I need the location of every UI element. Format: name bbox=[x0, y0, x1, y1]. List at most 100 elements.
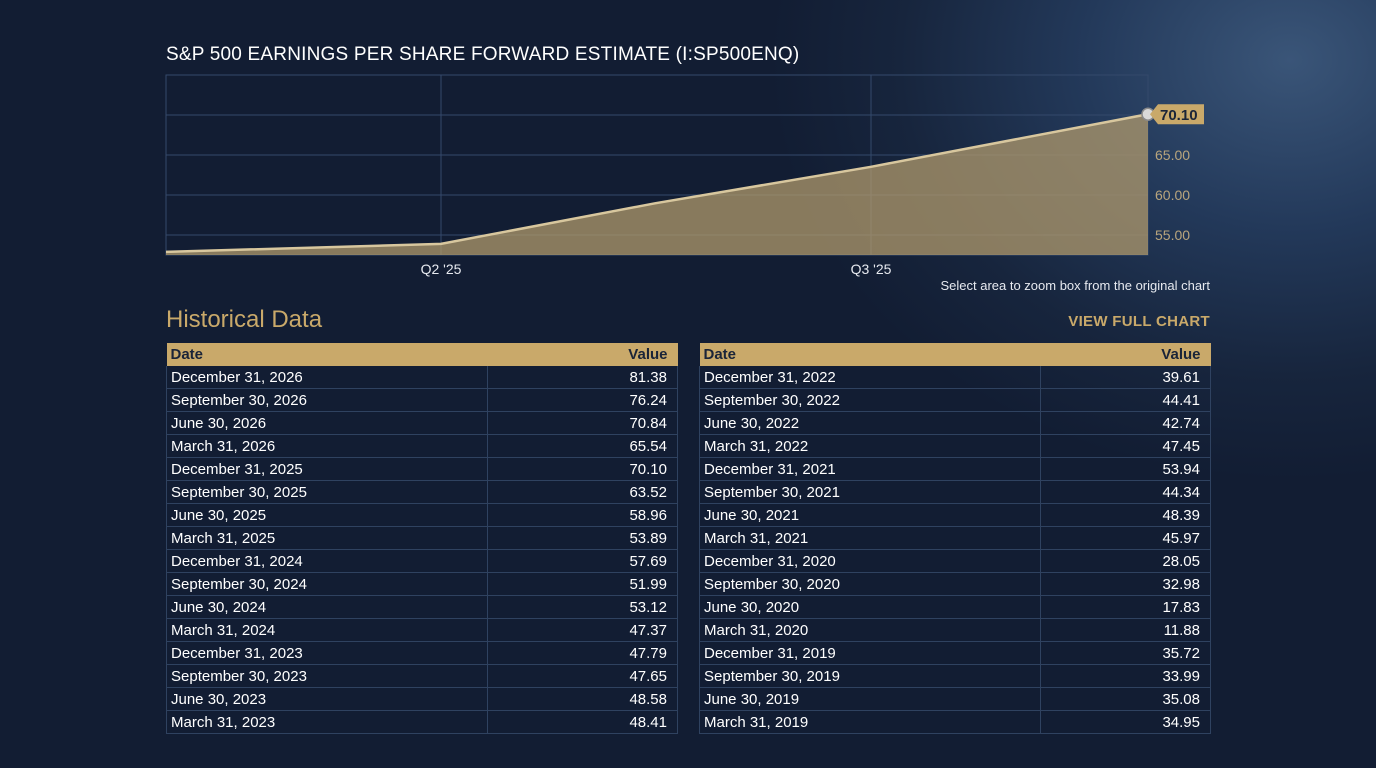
row-date: June 30, 2021 bbox=[699, 503, 1041, 527]
row-date: June 30, 2025 bbox=[166, 503, 488, 527]
row-date: March 31, 2023 bbox=[166, 710, 488, 734]
row-value: 53.94 bbox=[1040, 457, 1211, 481]
column-header-date[interactable]: Date bbox=[166, 343, 488, 366]
table-row: December 31, 2025 70.10 bbox=[166, 457, 678, 481]
row-date: June 30, 2022 bbox=[699, 411, 1041, 435]
row-value: 35.08 bbox=[1040, 687, 1211, 711]
row-date: December 31, 2021 bbox=[699, 457, 1041, 481]
table-row: September 30, 2021 44.34 bbox=[699, 480, 1211, 504]
row-date: December 31, 2020 bbox=[699, 549, 1041, 573]
row-date: December 31, 2025 bbox=[166, 457, 488, 481]
row-value: 28.05 bbox=[1040, 549, 1211, 573]
row-date: September 30, 2019 bbox=[699, 664, 1041, 688]
row-date: December 31, 2019 bbox=[699, 641, 1041, 665]
row-date: March 31, 2020 bbox=[699, 618, 1041, 642]
row-value: 47.45 bbox=[1040, 434, 1211, 458]
row-date: March 31, 2021 bbox=[699, 526, 1041, 550]
row-value: 47.79 bbox=[487, 641, 678, 665]
row-value: 47.65 bbox=[487, 664, 678, 688]
table-row: March 31, 2021 45.97 bbox=[699, 526, 1211, 550]
zoom-hint: Select area to zoom box from the origina… bbox=[940, 278, 1210, 293]
column-header-date[interactable]: Date bbox=[699, 343, 1041, 366]
row-date: September 30, 2025 bbox=[166, 480, 488, 504]
row-date: December 31, 2024 bbox=[166, 549, 488, 573]
table-row: March 31, 2024 47.37 bbox=[166, 618, 678, 642]
row-value: 44.34 bbox=[1040, 480, 1211, 504]
table-row: December 31, 2026 81.38 bbox=[166, 366, 678, 389]
row-date: September 30, 2024 bbox=[166, 572, 488, 596]
row-value: 39.61 bbox=[1040, 366, 1211, 389]
historical-data-title: Historical Data bbox=[166, 306, 323, 333]
x-tick-label: Q3 '25 bbox=[851, 261, 892, 277]
y-tick-label: 60.00 bbox=[1155, 187, 1190, 203]
y-tick-label: 65.00 bbox=[1155, 147, 1190, 163]
row-date: March 31, 2024 bbox=[166, 618, 488, 642]
row-value: 70.84 bbox=[487, 411, 678, 435]
table-row: March 31, 2025 53.89 bbox=[166, 526, 678, 550]
series-line bbox=[165, 112, 1149, 254]
row-value: 81.38 bbox=[487, 366, 678, 389]
table-row: September 30, 2022 44.41 bbox=[699, 388, 1211, 412]
area-fill bbox=[166, 114, 1148, 255]
table-row: September 30, 2023 47.65 bbox=[166, 664, 678, 688]
row-date: June 30, 2019 bbox=[699, 687, 1041, 711]
column-header-value[interactable]: Value bbox=[487, 343, 678, 366]
y-tick-label: 55.00 bbox=[1155, 227, 1190, 243]
table-row: June 30, 2026 70.84 bbox=[166, 411, 678, 435]
row-value: 63.52 bbox=[487, 480, 678, 504]
historical-table-left: Date Value December 31, 2026 81.38 Septemb… bbox=[166, 343, 678, 734]
row-value: 51.99 bbox=[487, 572, 678, 596]
chart-area[interactable]: 55.00 60.00 65.00 Q2 '25 Q3 '25 70.10 bbox=[0, 0, 1376, 300]
row-value: 47.37 bbox=[487, 618, 678, 642]
table-row: June 30, 2023 48.58 bbox=[166, 687, 678, 711]
table-row: December 31, 2021 53.94 bbox=[699, 457, 1211, 481]
row-value: 65.54 bbox=[487, 434, 678, 458]
row-date: December 31, 2023 bbox=[166, 641, 488, 665]
row-date: September 30, 2020 bbox=[699, 572, 1041, 596]
row-date: March 31, 2022 bbox=[699, 434, 1041, 458]
row-value: 58.96 bbox=[487, 503, 678, 527]
table-row: September 30, 2024 51.99 bbox=[166, 572, 678, 596]
row-value: 53.89 bbox=[487, 526, 678, 550]
table-row: June 30, 2019 35.08 bbox=[699, 687, 1211, 711]
row-date: September 30, 2023 bbox=[166, 664, 488, 688]
row-value: 48.41 bbox=[487, 710, 678, 734]
table-row: September 30, 2026 76.24 bbox=[166, 388, 678, 412]
row-date: September 30, 2021 bbox=[699, 480, 1041, 504]
row-value: 53.12 bbox=[487, 595, 678, 619]
table-row: December 31, 2022 39.61 bbox=[699, 366, 1211, 389]
table-row: June 30, 2020 17.83 bbox=[699, 595, 1211, 619]
row-value: 17.83 bbox=[1040, 595, 1211, 619]
row-value: 11.88 bbox=[1040, 618, 1211, 642]
chart-title: S&P 500 EARNINGS PER SHARE FORWARD ESTIM… bbox=[166, 44, 800, 65]
row-date: September 30, 2022 bbox=[699, 388, 1041, 412]
table-row: March 31, 2026 65.54 bbox=[166, 434, 678, 458]
table-row: June 30, 2024 53.12 bbox=[166, 595, 678, 619]
table-row: December 31, 2020 28.05 bbox=[699, 549, 1211, 573]
row-value: 32.98 bbox=[1040, 572, 1211, 596]
last-value-flag bbox=[1150, 104, 1204, 125]
row-date: March 31, 2026 bbox=[166, 434, 488, 458]
row-date: December 31, 2022 bbox=[699, 366, 1041, 389]
row-date: September 30, 2026 bbox=[166, 388, 488, 412]
table-row: March 31, 2022 47.45 bbox=[699, 434, 1211, 458]
table-row: June 30, 2025 58.96 bbox=[166, 503, 678, 527]
row-value: 35.72 bbox=[1040, 641, 1211, 665]
row-date: March 31, 2019 bbox=[699, 710, 1041, 734]
view-full-chart-link[interactable]: VIEW FULL CHART bbox=[1068, 313, 1210, 330]
table-row: December 31, 2019 35.72 bbox=[699, 641, 1211, 665]
table-row: June 30, 2021 48.39 bbox=[699, 503, 1211, 527]
row-date: June 30, 2024 bbox=[166, 595, 488, 619]
x-tick-label: Q2 '25 bbox=[421, 261, 462, 277]
row-value: 76.24 bbox=[487, 388, 678, 412]
row-date: March 31, 2025 bbox=[166, 526, 488, 550]
table-row: June 30, 2022 42.74 bbox=[699, 411, 1211, 435]
row-value: 34.95 bbox=[1040, 710, 1211, 734]
table-row: December 31, 2023 47.79 bbox=[166, 641, 678, 665]
table-row: September 30, 2019 33.99 bbox=[699, 664, 1211, 688]
column-header-value[interactable]: Value bbox=[1040, 343, 1211, 366]
row-value: 45.97 bbox=[1040, 526, 1211, 550]
table-row: March 31, 2023 48.41 bbox=[166, 710, 678, 734]
table-row: December 31, 2024 57.69 bbox=[166, 549, 678, 573]
historical-table-right: Date Value December 31, 2022 39.61 Septemb… bbox=[699, 343, 1211, 734]
